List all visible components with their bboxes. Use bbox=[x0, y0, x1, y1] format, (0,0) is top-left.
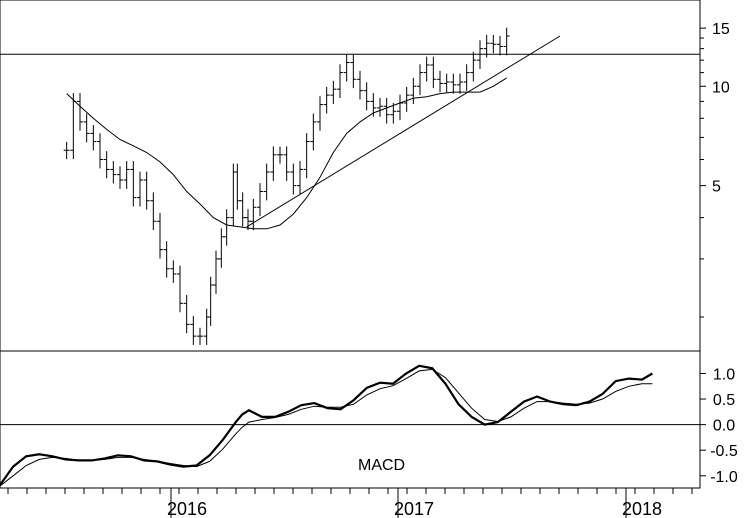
macd-line bbox=[0, 364, 653, 486]
x-tick-label: 2016 bbox=[167, 499, 207, 518]
moving-average-line bbox=[66, 77, 507, 230]
macd-y-tick-label: 0.5 bbox=[713, 392, 735, 409]
macd-label: MACD bbox=[358, 457, 405, 474]
macd-layer bbox=[0, 364, 700, 487]
macd-y-tick-label: -0.5 bbox=[710, 443, 738, 460]
price-y-tick-label: 5 bbox=[712, 179, 721, 196]
x-tick-label: 2017 bbox=[394, 499, 434, 518]
macd-signal-line bbox=[0, 368, 653, 487]
axis-layer: 5 10 15 1.0 0.5 0.0 -0.5 -1.0 2016 2017 2018 bbox=[7, 21, 738, 518]
macd-panel-frame bbox=[0, 350, 701, 489]
price-panel-frame bbox=[0, 0, 701, 352]
x-tick-label: 2018 bbox=[622, 499, 662, 518]
macd-y-tick-label: 0.0 bbox=[713, 418, 735, 435]
macd-y-tick-label: -1.0 bbox=[710, 469, 738, 486]
price-y-tick-label: 10 bbox=[712, 79, 730, 96]
trendline bbox=[246, 35, 561, 228]
price-layer bbox=[0, 27, 700, 346]
macd-y-tick-label: 1.0 bbox=[713, 366, 735, 383]
price-y-tick-label: 15 bbox=[712, 21, 730, 38]
